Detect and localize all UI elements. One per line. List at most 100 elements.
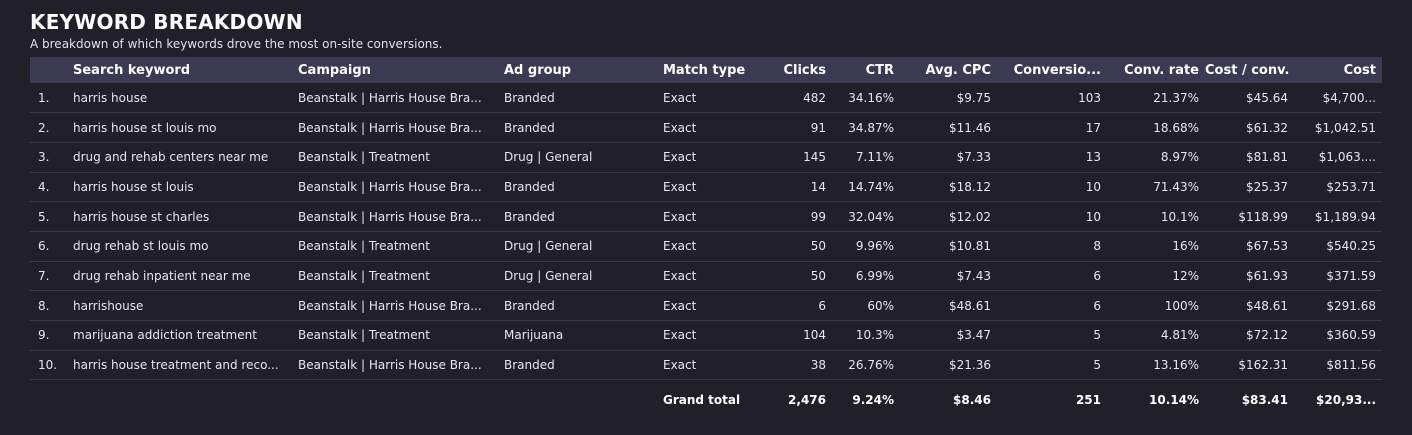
cell-keyword: drug and rehab centers near me xyxy=(73,150,269,165)
table-row: 2. harris house st louis mo Beanstalk | … xyxy=(30,113,1382,143)
row-index: 6. xyxy=(38,239,50,254)
page-title: KEYWORD BREAKDOWN xyxy=(30,10,303,34)
cell-avg-cpc: $11.46 xyxy=(949,120,991,135)
cell-keyword: harrishouse xyxy=(73,298,144,313)
cell-keyword: harris house st louis xyxy=(73,179,194,194)
cell-match-type: Exact xyxy=(663,298,697,313)
cell-avg-cpc: $7.43 xyxy=(956,268,991,283)
table-row: 3. drug and rehab centers near me Beanst… xyxy=(30,142,1382,173)
cell-conversions: 13 xyxy=(1085,150,1101,165)
cell-conversions: 5 xyxy=(1093,328,1101,343)
cell-campaign: Beanstalk | Treatment xyxy=(298,328,430,343)
cell-campaign: Beanstalk | Harris House Bra... xyxy=(298,209,482,224)
cell-clicks: 50 xyxy=(810,268,826,283)
cell-ctr: 34.87% xyxy=(848,120,894,135)
cell-match-type: Exact xyxy=(663,179,697,194)
cell-cost-per-conv: $61.32 xyxy=(1246,120,1288,135)
cell-cost: $1,042.51 xyxy=(1314,120,1376,135)
column-header-campaign[interactable]: Campaign xyxy=(298,62,371,78)
column-header-clicks[interactable]: Clicks xyxy=(783,62,826,78)
cell-avg-cpc: $10.81 xyxy=(949,239,991,254)
cell-conv-rate: 18.68% xyxy=(1153,120,1199,135)
page-subtitle: A breakdown of which keywords drove the … xyxy=(30,37,443,51)
column-header-keyword[interactable]: Search keyword xyxy=(73,62,191,78)
cell-avg-cpc: $9.75 xyxy=(956,90,991,105)
cell-match-type: Exact xyxy=(663,150,697,165)
cell-campaign: Beanstalk | Harris House Bra... xyxy=(298,298,482,313)
row-index: 2. xyxy=(38,120,50,135)
cell-cost-per-conv: $45.64 xyxy=(1246,90,1288,105)
cell-ad-group: Branded xyxy=(504,120,555,135)
cell-keyword: harris house st louis mo xyxy=(73,120,217,135)
cell-conv-rate: 10.1% xyxy=(1160,209,1199,224)
cell-clicks: 38 xyxy=(810,358,826,373)
total-spacer xyxy=(73,380,298,420)
table-header-row: Search keyword Campaign Ad group Match t… xyxy=(30,57,1382,83)
grand-total-label: Grand total xyxy=(663,393,741,408)
cell-ctr: 9.96% xyxy=(855,239,894,254)
cell-clicks: 6 xyxy=(818,298,826,313)
table-row: 9. marijuana addiction treatment Beansta… xyxy=(30,321,1382,351)
cell-keyword: harris house xyxy=(73,90,148,105)
cell-campaign: Beanstalk | Treatment xyxy=(298,150,430,165)
cell-clicks: 99 xyxy=(810,209,826,224)
cell-conversions: 10 xyxy=(1085,209,1101,224)
cell-cost: $4,700... xyxy=(1322,90,1376,105)
cell-cost: $360.59 xyxy=(1326,328,1376,343)
cell-conv-rate: 8.97% xyxy=(1160,150,1199,165)
cell-ad-group: Branded xyxy=(504,209,555,224)
column-header-ad-group[interactable]: Ad group xyxy=(504,62,572,78)
cell-cost: $811.56 xyxy=(1326,358,1376,373)
cell-avg-cpc: $3.47 xyxy=(956,328,991,343)
cell-cost-per-conv: $67.53 xyxy=(1246,239,1288,254)
table-row: 10. harris house treatment and reco... B… xyxy=(30,350,1382,380)
cell-ctr: 26.76% xyxy=(848,358,894,373)
cell-conversions: 17 xyxy=(1085,120,1101,135)
cell-ctr: 34.16% xyxy=(848,90,894,105)
cell-keyword: harris house treatment and reco... xyxy=(73,358,279,373)
cell-ad-group: Drug | General xyxy=(504,268,593,283)
cell-avg-cpc: $21.36 xyxy=(949,358,991,373)
total-spacer xyxy=(504,380,663,420)
cell-clicks: 14 xyxy=(810,179,826,194)
cell-campaign: Beanstalk | Harris House Bra... xyxy=(298,90,482,105)
cell-ctr: 60% xyxy=(867,298,894,313)
row-index: 1. xyxy=(38,90,50,105)
cell-conversions: 8 xyxy=(1093,239,1101,254)
cell-conversions: 5 xyxy=(1093,358,1101,373)
column-header-cost[interactable]: Cost xyxy=(1343,62,1376,78)
table-row: 5. harris house st charles Beanstalk | H… xyxy=(30,202,1382,232)
row-index: 4. xyxy=(38,179,50,194)
column-header-ctr[interactable]: CTR xyxy=(865,62,894,78)
cell-match-type: Exact xyxy=(663,239,697,254)
cell-clicks: 91 xyxy=(810,120,826,135)
column-header-index xyxy=(30,57,73,83)
cell-match-type: Exact xyxy=(663,209,697,224)
row-index: 8. xyxy=(38,298,50,313)
cell-cost-per-conv: $61.93 xyxy=(1246,268,1288,283)
cell-clicks: 104 xyxy=(803,328,826,343)
cell-cost: $371.59 xyxy=(1326,268,1376,283)
column-header-cost-per-conv[interactable]: Cost / conv. xyxy=(1205,62,1290,78)
row-index: 7. xyxy=(38,268,50,283)
column-header-match-type[interactable]: Match type xyxy=(663,62,746,78)
cell-cost-per-conv: $25.37 xyxy=(1246,179,1288,194)
total-avg-cpc: $8.46 xyxy=(953,393,991,408)
cell-conv-rate: 16% xyxy=(1172,239,1199,254)
cell-conv-rate: 71.43% xyxy=(1153,179,1199,194)
row-index: 10. xyxy=(38,358,58,373)
cell-clicks: 145 xyxy=(803,150,826,165)
cell-keyword: drug rehab inpatient near me xyxy=(73,268,251,283)
column-header-avg-cpc[interactable]: Avg. CPC xyxy=(925,62,991,78)
column-header-conversions[interactable]: Conversio... xyxy=(1013,62,1101,78)
keyword-breakdown-table: Search keyword Campaign Ad group Match t… xyxy=(30,57,1382,420)
column-header-conv-rate[interactable]: Conv. rate xyxy=(1124,62,1199,78)
cell-campaign: Beanstalk | Treatment xyxy=(298,239,430,254)
cell-conv-rate: 4.81% xyxy=(1160,328,1199,343)
total-spacer xyxy=(30,380,73,420)
cell-conversions: 6 xyxy=(1093,268,1101,283)
cell-ctr: 14.74% xyxy=(848,179,894,194)
cell-match-type: Exact xyxy=(663,268,697,283)
cell-conv-rate: 21.37% xyxy=(1153,90,1199,105)
cell-ad-group: Branded xyxy=(504,179,555,194)
